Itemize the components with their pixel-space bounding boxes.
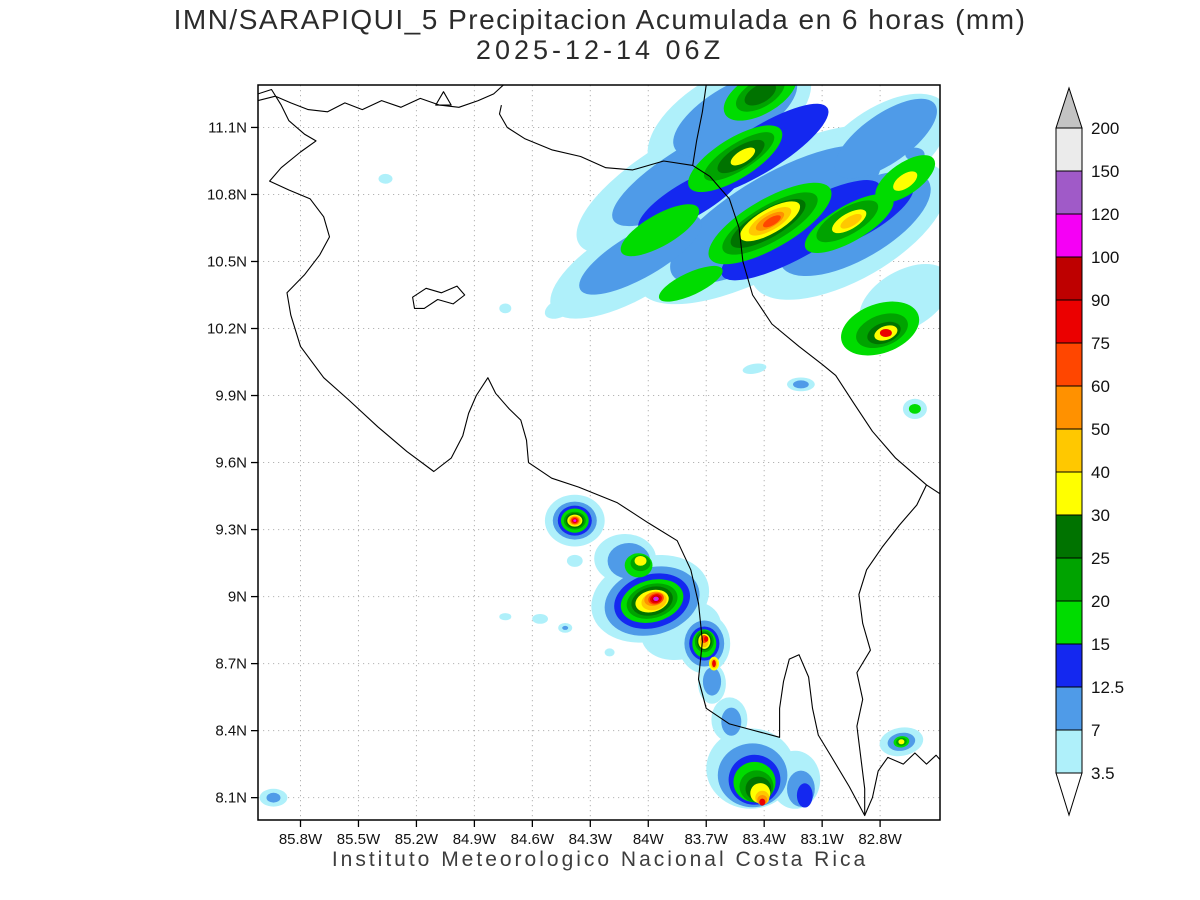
lat-tick-label: 8.4N	[215, 723, 247, 740]
colorbar-segment	[1055, 729, 1083, 774]
colorbar-label: 3.5	[1091, 764, 1115, 783]
colorbar-label: 75	[1091, 334, 1110, 353]
lat-tick-label: 10.8N	[207, 186, 247, 203]
colorbar-segment	[1055, 127, 1083, 172]
lat-tick-label: 10.2N	[207, 321, 247, 338]
colorbar-label: 25	[1091, 549, 1110, 568]
lat-tick-label: 11.1N	[208, 119, 247, 136]
colorbar-segment	[1055, 557, 1083, 602]
colorbar-segment	[1055, 600, 1083, 645]
plot-border	[257, 84, 941, 821]
coastlines	[258, 85, 940, 817]
lat-tick-label: 9N	[228, 589, 247, 606]
colorbar-segment	[1055, 342, 1083, 387]
colorbar-segment	[1055, 256, 1083, 301]
lon-tick-label: 84.9W	[453, 831, 497, 848]
lat-tick-label: 9.3N	[215, 522, 247, 539]
colorbar-label: 90	[1091, 291, 1110, 310]
colorbar-label: 100	[1091, 248, 1119, 267]
axis-ticks	[251, 126, 881, 827]
lon-tick-label: 83.4W	[743, 831, 787, 848]
lon-tick-label: 82.8W	[858, 831, 902, 848]
lat-tick-label: 8.1N	[215, 790, 247, 807]
chart-subtitle: 2025-12-14 06Z	[475, 35, 725, 65]
colorbar-labels: 200 150 120 100 90 75 60 50 40 30 25 20 15 12.5 7 3.5	[1091, 119, 1124, 783]
colorbar-segment	[1055, 213, 1083, 258]
colorbar-segment	[1055, 428, 1083, 473]
lake-nicaragua-shore	[258, 85, 504, 113]
lon-tick-label: 83.7W	[685, 831, 729, 848]
colorbar-label: 30	[1091, 506, 1110, 525]
lat-axis-labels: 11.1N 10.8N 10.5N 10.2N 9.9N 9.6N 9.3N 9N 8.7N 8.…	[207, 119, 247, 806]
north-border	[498, 104, 693, 171]
pacific-coast	[258, 88, 940, 817]
lake-island	[435, 91, 452, 106]
colorbar-segment	[1055, 686, 1083, 731]
lon-tick-label: 84.6W	[511, 831, 555, 848]
colorbar-segment	[1055, 471, 1083, 516]
colorbar-label: 20	[1091, 592, 1110, 611]
inland-lake	[412, 285, 466, 309]
lon-tick-label: 85.5W	[337, 831, 381, 848]
colorbar-label: 12.5	[1091, 678, 1124, 697]
colorbar-label: 60	[1091, 377, 1110, 396]
colorbar-bottom-arrow	[1055, 772, 1083, 817]
lat-tick-label: 9.9N	[215, 388, 247, 405]
colorbar-label: 200	[1091, 119, 1119, 138]
lon-tick-label: 85.2W	[395, 831, 439, 848]
lon-tick-label: 85.8W	[279, 831, 323, 848]
lon-axis-labels: 85.8W 85.5W 85.2W 84.9W 84.6W 84.3W 84W 83.7W 83…	[279, 831, 903, 848]
colorbar-top-arrow	[1055, 86, 1083, 129]
colorbar-label: 7	[1091, 721, 1100, 740]
precipitation-field	[259, 85, 940, 809]
colorbar-segment	[1055, 299, 1083, 344]
lon-tick-label: 84.3W	[569, 831, 613, 848]
caribbean-coast	[692, 85, 940, 495]
colorbar-label: 40	[1091, 463, 1110, 482]
south-border	[856, 484, 927, 816]
lon-tick-label: 84W	[633, 831, 665, 848]
lat-tick-label: 9.6N	[215, 455, 247, 472]
lon-tick-label: 83.1W	[800, 831, 844, 848]
colorbar-label: 150	[1091, 162, 1119, 181]
colorbar-label: 120	[1091, 205, 1119, 224]
colorbar-segment	[1055, 385, 1083, 430]
colorbar	[1055, 86, 1083, 817]
colorbar-segment	[1055, 514, 1083, 559]
lat-tick-label: 8.7N	[215, 656, 247, 673]
chart-title: IMN/SARAPIQUI_5 Precipitacion Acumulada …	[173, 4, 1027, 35]
colorbar-label: 15	[1091, 635, 1110, 654]
lat-tick-label: 10.5N	[207, 253, 247, 270]
colorbar-segment	[1055, 643, 1083, 688]
footer-credit: Instituto Meteorologico Nacional Costa R…	[331, 848, 869, 871]
colorbar-segment	[1055, 170, 1083, 215]
colorbar-label: 50	[1091, 420, 1110, 439]
